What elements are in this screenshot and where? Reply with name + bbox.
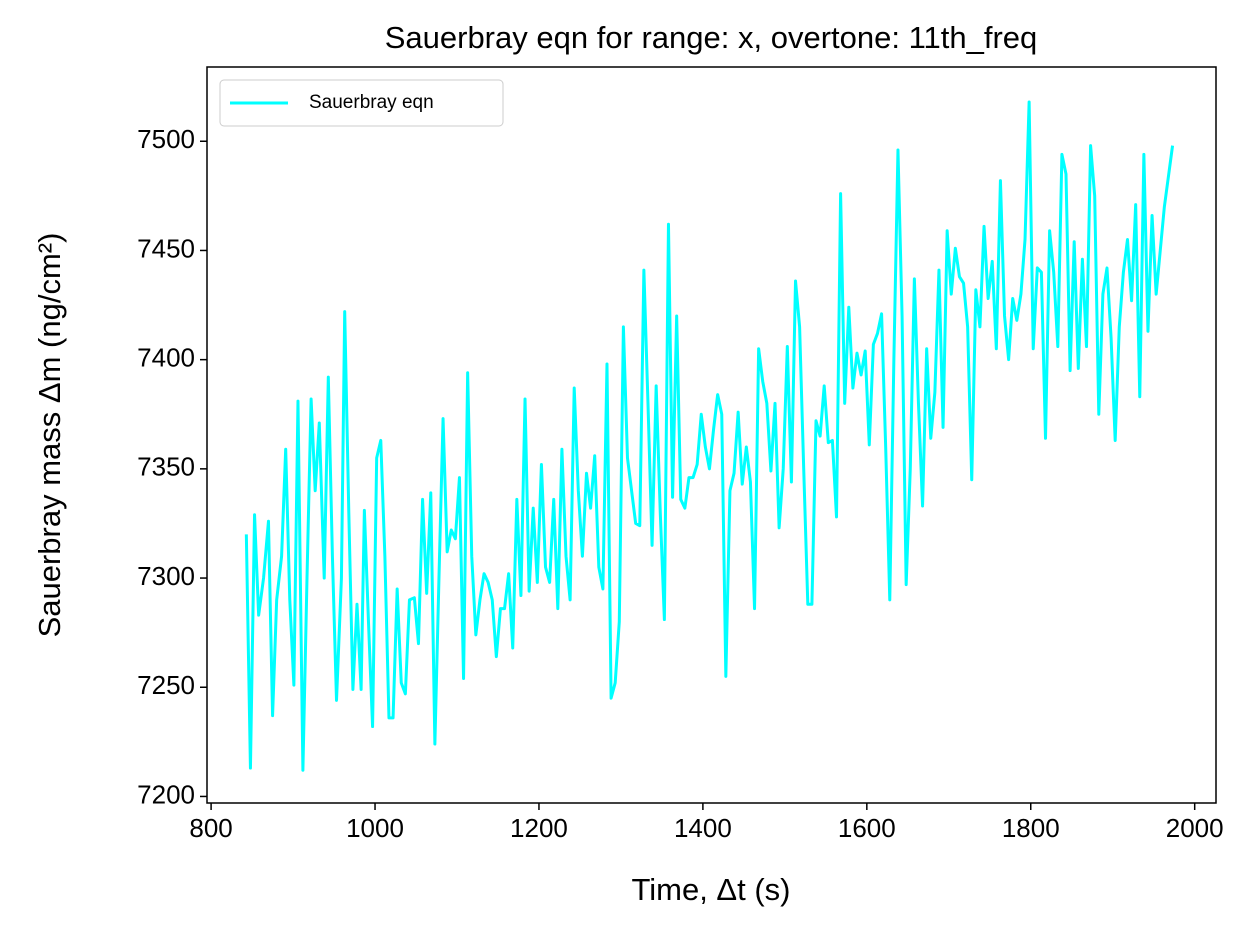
- x-tick-label: 800: [189, 813, 232, 843]
- y-tick-label: 7300: [137, 561, 195, 591]
- y-axis-label: Sauerbray mass Δm (ng/cm²): [32, 233, 67, 638]
- legend-label: Sauerbray eqn: [309, 92, 434, 113]
- y-tick-label: 7350: [137, 452, 195, 482]
- y-tick-label: 7200: [137, 779, 195, 809]
- x-tick-label: 1800: [1002, 813, 1060, 843]
- y-tick-label: 7250: [137, 670, 195, 700]
- x-tick-label: 1400: [674, 813, 732, 843]
- x-tick-label: 2000: [1166, 813, 1224, 843]
- x-tick-label: 1600: [838, 813, 896, 843]
- x-tick-label: 1000: [346, 813, 404, 843]
- y-tick-label: 7500: [137, 124, 195, 154]
- y-tick-label: 7400: [137, 343, 195, 373]
- chart-title: Sauerbray eqn for range: x, overtone: 11…: [385, 20, 1038, 55]
- plot-frame: [206, 66, 1217, 804]
- data-line: [244, 100, 1175, 772]
- y-tick-label: 7450: [137, 233, 195, 263]
- x-tick-label: 1200: [510, 813, 568, 843]
- x-axis-label: Time, Δt (s): [631, 872, 790, 907]
- legend-box: [219, 79, 504, 127]
